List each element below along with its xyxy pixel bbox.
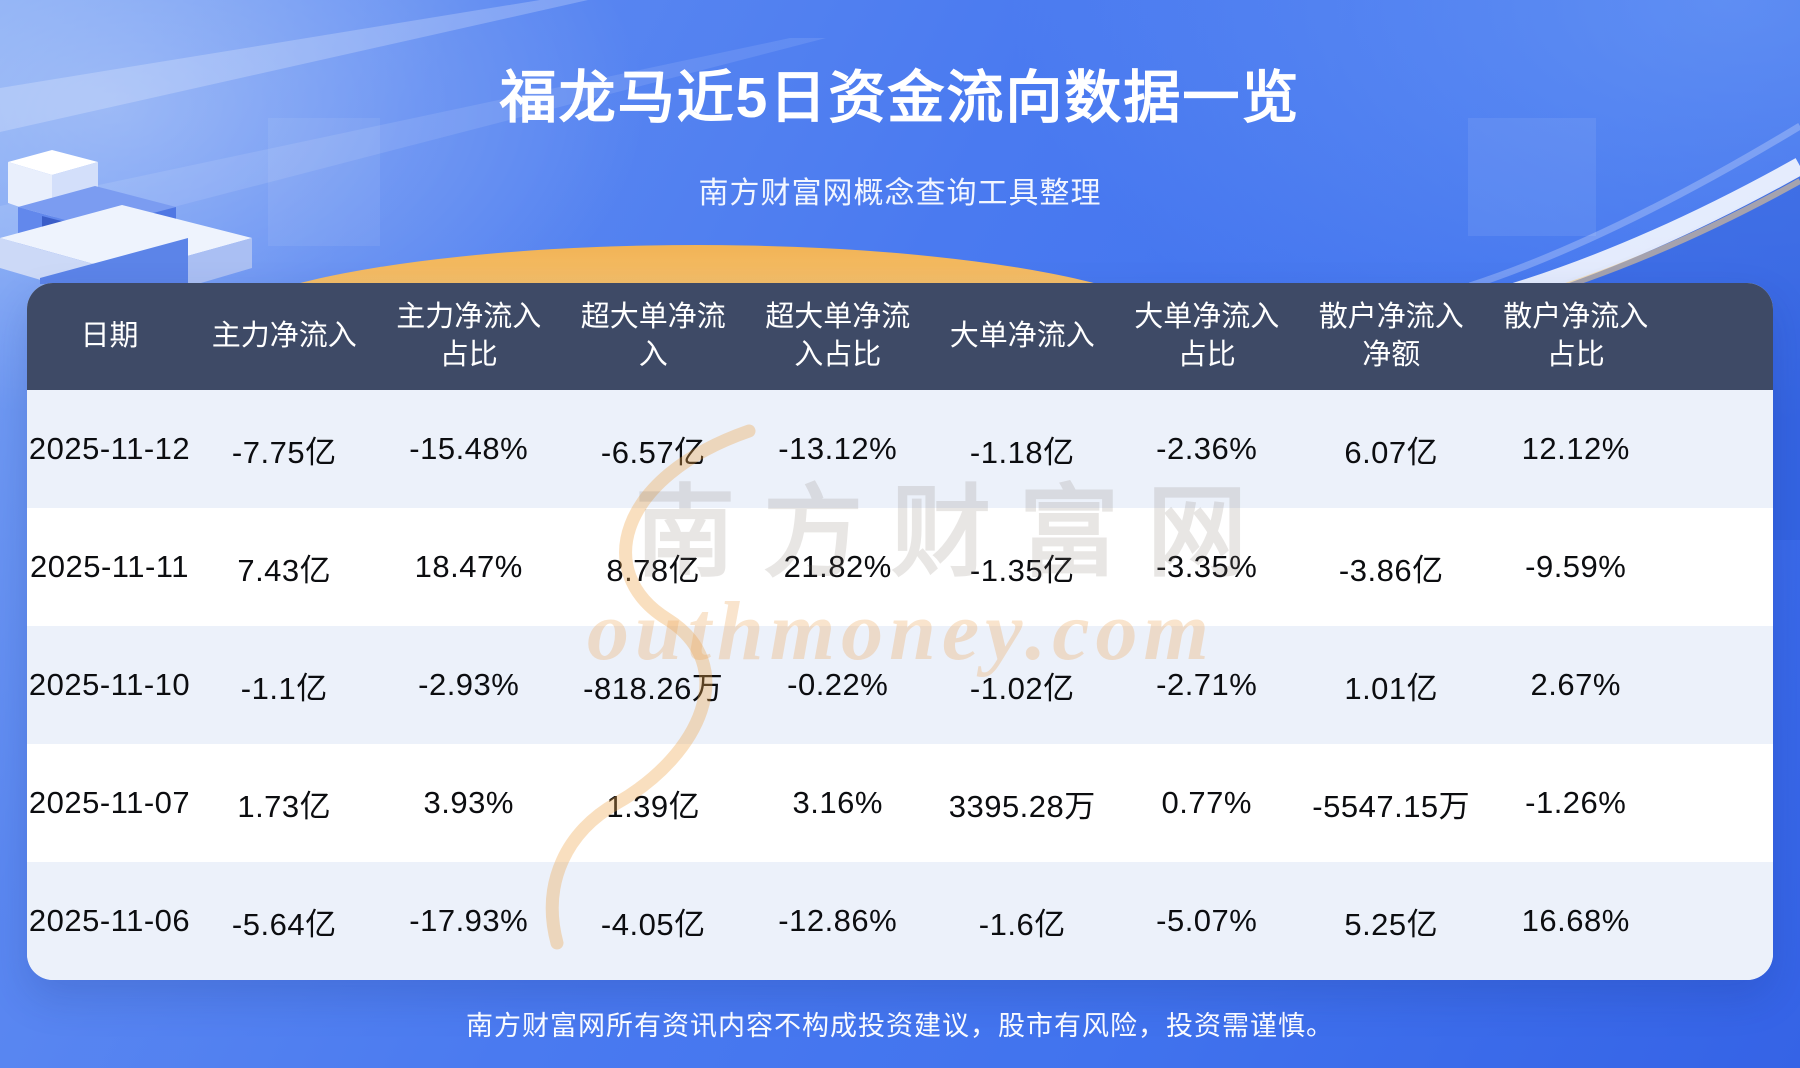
table-cell: 1.73亿 xyxy=(237,788,332,824)
table-cell: 21.82% xyxy=(783,549,892,584)
table-cell: 12.12% xyxy=(1521,431,1630,466)
table-cell: 3395.28万 xyxy=(948,788,1096,824)
column-header: 大单净流入 xyxy=(949,319,1095,352)
column-header: 超大单净流入占比 xyxy=(765,301,911,371)
table-cell: -3.35% xyxy=(1156,549,1258,584)
table-row: 2025-11-07 1.73亿 3.93% 1.39亿 3.16% 3395.28万 0.… xyxy=(27,744,1773,862)
table-cell: 7.43亿 xyxy=(237,552,332,588)
table-cell: 2025-11-10 xyxy=(28,667,191,702)
light-streak xyxy=(0,0,588,132)
table-cell: -12.86% xyxy=(778,903,898,938)
column-header: 日期 xyxy=(80,319,139,352)
disclaimer: 南方财富网所有资讯内容不构成投资建议，股市有风险，投资需谨慎。 xyxy=(466,1011,1334,1041)
table-cell: -0.22% xyxy=(787,667,889,702)
table-cell: -818.26万 xyxy=(583,670,724,706)
column-header: 主力净流入 xyxy=(211,319,357,352)
table-cell: -1.1亿 xyxy=(240,670,328,706)
table-cell: 0.77% xyxy=(1161,785,1252,820)
table-cell: 2025-11-06 xyxy=(28,903,191,938)
table-cell: -1.6亿 xyxy=(978,906,1066,942)
podium-illustration xyxy=(0,150,252,305)
table-cell: -17.93% xyxy=(409,903,529,938)
column-header: 大单净流入占比 xyxy=(1134,301,1280,371)
fund-flow-table: 日期 主力净流入 主力净流入占比 超大单净流入 超大单净流入占比 大单净流入 大单净流入占比… xyxy=(27,283,1773,980)
table-row: 2025-11-11 7.43亿 18.47% 8.78亿 21.82% -1.35亿 -3… xyxy=(27,508,1773,626)
table-cell: 6.07亿 xyxy=(1344,434,1439,470)
table-row: 2025-11-12 -7.75亿 -15.48% -6.57亿 -13.12% -1.1… xyxy=(27,390,1773,508)
table-header-row: 日期 主力净流入 主力净流入占比 超大单净流入 超大单净流入占比 大单净流入 大单净流入占比… xyxy=(27,283,1773,390)
table-cell: -13.12% xyxy=(778,431,898,466)
table-cell: 1.39亿 xyxy=(606,788,701,824)
table-cell: -5.07% xyxy=(1156,903,1258,938)
table-cell: 1.01亿 xyxy=(1344,670,1439,706)
table-cell: -1.26% xyxy=(1525,785,1627,820)
table-cell: -7.75亿 xyxy=(231,434,337,470)
column-header: 散户净流入占比 xyxy=(1503,301,1649,371)
table-cell: 2.67% xyxy=(1530,667,1621,702)
translucent-panel xyxy=(1468,118,1596,236)
table-cell: -1.35亿 xyxy=(969,552,1075,588)
table-cell: -3.86亿 xyxy=(1338,552,1444,588)
table-cell: -15.48% xyxy=(409,431,529,466)
table-row: 2025-11-06 -5.64亿 -17.93% -4.05亿 -12.86% -1.6… xyxy=(27,862,1773,980)
table-cell: 18.47% xyxy=(414,549,523,584)
table-cell: 16.68% xyxy=(1521,903,1630,938)
table-cell: -5547.15万 xyxy=(1312,788,1471,824)
page-title: 福龙马近5日资金流向数据一览 xyxy=(499,66,1301,130)
table-cell: -2.71% xyxy=(1156,667,1258,702)
table-cell: 2025-11-12 xyxy=(28,431,191,466)
table-cell: 8.78亿 xyxy=(606,552,701,588)
column-header: 散户净流入净额 xyxy=(1318,301,1464,371)
table-cell: -5.64亿 xyxy=(231,906,337,942)
translucent-panel xyxy=(268,118,380,246)
page-subtitle: 南方财富网概念查询工具整理 xyxy=(698,177,1102,210)
table-cell: 3.16% xyxy=(792,785,883,820)
table-row: 2025-11-10 -1.1亿 -2.93% -818.26万 -0.22% -1.02… xyxy=(27,626,1773,744)
table-cell: 5.25亿 xyxy=(1344,906,1439,942)
table-cell: 3.93% xyxy=(423,785,514,820)
table-cell: -2.36% xyxy=(1156,431,1258,466)
table-cell: -1.02亿 xyxy=(969,670,1075,706)
table-cell: -9.59% xyxy=(1525,549,1627,584)
table-cell: -1.18亿 xyxy=(969,434,1075,470)
column-header: 主力净流入占比 xyxy=(396,301,542,371)
table-cell: -2.93% xyxy=(418,667,520,702)
column-header: 超大单净流入 xyxy=(580,301,726,371)
table-cell: -6.57亿 xyxy=(600,434,706,470)
table-cell: -4.05亿 xyxy=(600,906,706,942)
light-streak xyxy=(0,38,826,252)
table-cell: 2025-11-11 xyxy=(30,549,189,584)
table-cell: 2025-11-07 xyxy=(28,785,191,820)
table-body: 2025-11-12 -7.75亿 -15.48% -6.57亿 -13.12% -1.1… xyxy=(27,390,1773,980)
